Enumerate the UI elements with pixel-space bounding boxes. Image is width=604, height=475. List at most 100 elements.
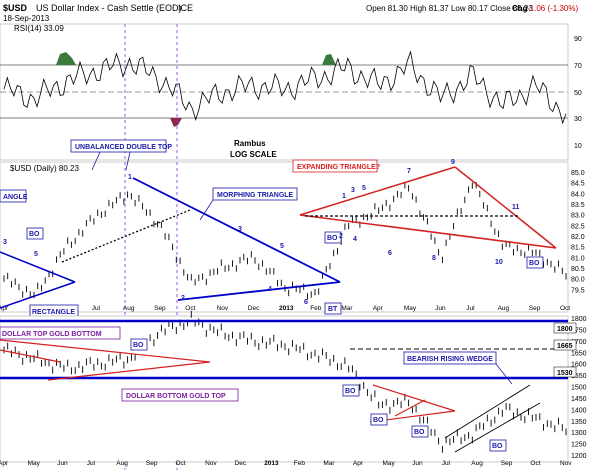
x-tick-label: Oct [185, 305, 195, 312]
wave-10: 10 [495, 259, 503, 266]
udt-box [70, 139, 167, 153]
usd-panel: $USD (Daily) 80.23 85.084.584.083.583.08… [0, 24, 585, 470]
y-tick-label: 1650 [571, 350, 587, 357]
x-tick-label: Mar [341, 305, 353, 312]
bo-label-usd-2: BO [327, 235, 338, 242]
rect-label: RECTANGLE [32, 309, 75, 316]
x-tick-label: 2013 [279, 305, 294, 312]
bt-box-usd [324, 302, 342, 315]
usd-y-axis: 85.0 84.5 84.0 83.5 83.0 82.5 82.0 81.5 81.0 80.5… [571, 170, 585, 294]
morph-arrow [199, 199, 214, 221]
gold-left-triangle-upper [0, 339, 211, 363]
wave-7: 7 [407, 168, 411, 175]
expand-label: EXPANDING TRIANGLE? [297, 164, 380, 171]
wave-9: 9 [451, 159, 455, 166]
bo-box-gold-3 [370, 413, 388, 426]
y-tick-label: 1750 [571, 327, 587, 334]
rsi-overbought-fill [56, 52, 76, 65]
wave-1-top: 1 [128, 174, 132, 181]
brw-arrow [495, 363, 513, 385]
y-tick-label: 1300 [571, 430, 587, 437]
wave-3-right: 3 [351, 187, 355, 194]
y-tick-label: 81.0 [571, 255, 585, 262]
wave-8: 8 [432, 255, 436, 262]
wedge-lower-line [454, 402, 541, 453]
level-1665-tag [553, 339, 577, 351]
x-tick-label: Jul [466, 305, 475, 312]
y-tick-label: 80.0 [571, 277, 585, 284]
gold-x-axis: Apr May Jun Jul Aug Sep Oct Nov Dec 2013 Feb Mar Apr… [0, 460, 572, 467]
x-tick-label: May [28, 460, 41, 467]
wave-1-right: 1 [342, 193, 346, 200]
wave-3-mid: 3 [238, 226, 242, 233]
y-tick-label: 85.0 [571, 170, 585, 177]
x-tick-label: Sep [154, 305, 166, 312]
rsi-panel: RSI(14) 33.09 Rambus LOG SCALE 90 70 50 … [0, 23, 582, 161]
level-1665-label: 1665 [557, 343, 573, 350]
wave-4-low: 4 [268, 286, 272, 293]
y-tick-label: 1250 [571, 442, 587, 449]
y-tick-label: 84.5 [571, 181, 585, 188]
x-tick-label: Apr [353, 460, 364, 467]
x-tick-label: Aug [116, 460, 128, 467]
morphing-triangle-lower-line [177, 281, 341, 301]
x-tick-label: Jul [442, 460, 451, 467]
x-tick-label: Apr [373, 305, 384, 312]
x-tick-label: Feb [310, 305, 322, 312]
level-1800-label: 1800 [557, 326, 573, 333]
wave-6-low: 6 [304, 299, 308, 306]
y-tick-label: 1350 [571, 419, 587, 426]
y-tick-label: 1450 [571, 396, 587, 403]
x-tick-label: Apr [0, 460, 9, 467]
usd-series-label: $USD (Daily) 80.23 [10, 164, 79, 173]
x-tick-label: Aug [471, 460, 483, 467]
x-tick-label: Mar [323, 460, 335, 467]
y-tick-label: 1500 [571, 385, 587, 392]
bo-label-gold-3: BO [373, 417, 384, 424]
exchange-label: ICE [178, 3, 193, 13]
dtgb-box [0, 326, 121, 340]
y-tick-label: 1200 [571, 453, 587, 460]
rsi-label: RSI(14) 33.09 [14, 24, 64, 33]
gold-left-triangle-inner [0, 349, 61, 363]
brw-box [403, 351, 497, 365]
y-tick-label: 1800 [571, 316, 587, 323]
wave-5-right: 5 [362, 185, 366, 192]
x-tick-label: 2013 [264, 460, 279, 467]
x-tick-label: Oct [530, 460, 540, 467]
x-tick-label: Dec [235, 460, 247, 467]
y-tick-label: 80.5 [571, 266, 585, 273]
log-scale-label: LOG SCALE [230, 150, 277, 159]
bo-box-gold-2 [342, 384, 360, 397]
instrument-name: US Dollar Index - Cash Settle (EOD) [36, 3, 182, 13]
y-tick-label: 1700 [571, 339, 587, 346]
bo-box-gold-5 [489, 439, 507, 452]
x-tick-label: Aug [498, 305, 510, 312]
bo-label-gold-4: BO [414, 429, 425, 436]
usd-frame [0, 161, 569, 313]
y-tick-label: 82.5 [571, 223, 585, 230]
y-tick-label: 1600 [571, 362, 587, 369]
x-tick-label: Oct [560, 305, 570, 312]
wave-2-right: 2 [339, 233, 343, 240]
bo-box-gold-1 [130, 338, 148, 351]
level-1530-label: 1530 [557, 370, 573, 377]
bo-box-usd-3 [526, 256, 544, 269]
rsi-series-line [3, 50, 567, 125]
chart-date: 18-Sep-2013 [3, 14, 50, 23]
gold-left-triangle-lower [47, 361, 211, 381]
brw-label: BEARISH RISING WEDGE [407, 356, 493, 363]
bo-label-gold-2: BO [345, 388, 356, 395]
usd-x-axis: Apr May Jun Jul Aug Sep Oct Nov Dec 2013 Feb Mar Apr… [0, 305, 570, 312]
x-tick-label: Jun [435, 305, 446, 312]
y-tick-label: 82.0 [571, 234, 585, 241]
morphing-triangle-upper-line [132, 177, 341, 283]
angle-box [0, 189, 27, 203]
x-tick-label: Dec [248, 305, 260, 312]
bo-box-usd-2 [324, 231, 342, 244]
gold-y-axis: 1800 1750 1700 1650 1600 1550 1500 1450 1400 1350… [571, 316, 587, 460]
bo-label-gold-1: BO [133, 342, 144, 349]
change-value: -1.06 (-1.30%) [527, 4, 578, 13]
